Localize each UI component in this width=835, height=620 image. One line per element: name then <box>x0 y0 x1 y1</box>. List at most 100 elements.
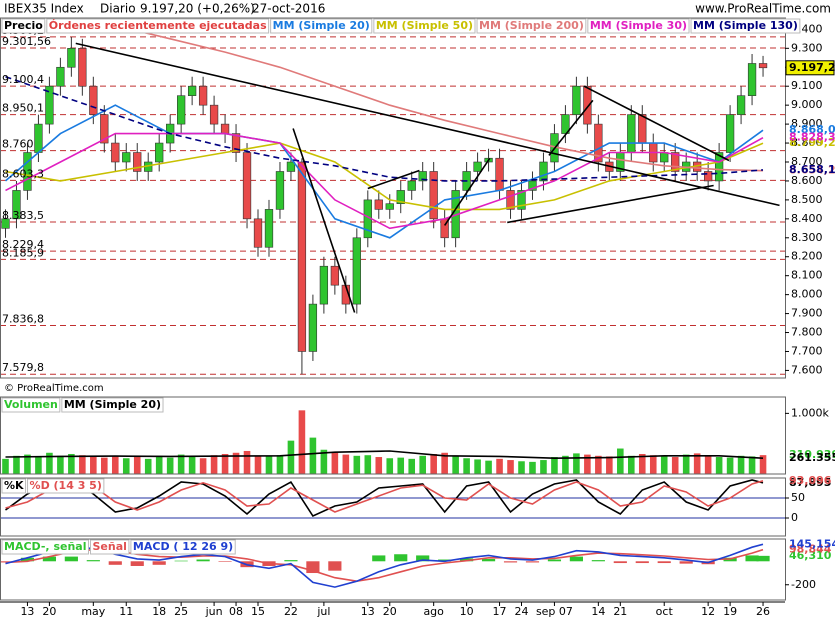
trendline <box>367 169 420 190</box>
bar <box>745 555 759 562</box>
line <box>5 543 764 588</box>
y-tick-label: 8.000 <box>791 288 823 301</box>
x-tick-label: 21 <box>613 605 627 618</box>
bar <box>693 453 701 474</box>
bar <box>657 561 671 564</box>
bar <box>496 458 503 474</box>
candle-body <box>155 142 164 163</box>
bar <box>460 558 474 562</box>
bar <box>309 437 317 474</box>
bar <box>463 458 470 474</box>
bar <box>328 561 342 571</box>
bar <box>408 458 416 474</box>
legend-box <box>61 397 164 413</box>
candle-body <box>198 85 208 106</box>
bar <box>24 454 31 474</box>
y-tick-label: 50 <box>791 491 805 504</box>
site: www.ProRealTime.com <box>695 2 831 16</box>
candle-body <box>429 171 438 220</box>
last-price-label: 9.197,20 <box>789 61 835 74</box>
bar <box>353 455 361 474</box>
level-label: 9.100,4 <box>2 73 44 86</box>
bar <box>617 448 624 474</box>
bar <box>90 456 97 474</box>
x-tick-label: 22 <box>284 605 298 618</box>
panel <box>0 479 785 519</box>
level-label: 7.836,8 <box>2 313 44 326</box>
panel-frame <box>0 17 786 379</box>
bar <box>562 455 569 474</box>
bar <box>397 457 405 474</box>
legend-box <box>690 18 801 34</box>
last-value-label: 46,310 <box>789 549 832 562</box>
legend-entry: MM (Simple 50) <box>376 19 473 32</box>
candle-body <box>308 303 318 352</box>
candle-body <box>133 152 142 172</box>
bar <box>573 453 580 474</box>
legend-box <box>46 18 270 34</box>
y-tick-label: 8.700 <box>791 155 823 168</box>
candle-body <box>736 95 746 115</box>
level-label: 9.301,56 <box>2 35 51 48</box>
level-label: 8.760 <box>2 138 34 151</box>
candle-body <box>330 265 340 286</box>
bar <box>481 558 496 562</box>
bar <box>306 561 320 574</box>
bar <box>342 454 350 474</box>
panel-frame <box>0 477 786 537</box>
line <box>5 450 764 460</box>
bar <box>525 561 540 563</box>
bar <box>298 410 306 474</box>
candle-body <box>473 161 482 172</box>
bar <box>375 457 383 474</box>
candle-body <box>12 190 21 220</box>
x-tick-label: 18 <box>152 605 166 618</box>
x-tick-label: sep 07 <box>536 605 573 618</box>
candle-body <box>407 180 416 191</box>
candle-body <box>539 161 548 182</box>
candle-body <box>100 114 109 144</box>
y-tick-label: 0 <box>791 511 798 524</box>
candle-body <box>187 85 197 96</box>
bar <box>430 453 437 474</box>
candle-body <box>704 171 713 182</box>
candle-body <box>177 95 186 125</box>
last-price-box <box>785 60 835 76</box>
candle-body <box>725 114 735 153</box>
trendline <box>292 128 356 313</box>
symbol: IBEX35 Index <box>4 2 84 16</box>
legend-box <box>476 18 587 34</box>
candle-body <box>572 85 581 115</box>
last-value-label: 145,154 <box>789 537 835 550</box>
last-value-label: 310.939 <box>789 448 835 461</box>
y-tick-label: 9.100 <box>791 79 823 92</box>
bar <box>452 456 459 474</box>
bar <box>419 455 426 474</box>
bar <box>101 457 108 474</box>
bar <box>372 555 386 562</box>
bar <box>284 560 298 562</box>
trendline <box>507 184 714 224</box>
candle-body <box>23 152 32 191</box>
bar <box>726 457 734 474</box>
x-tick-label: 14 <box>591 605 605 618</box>
y-tick-label: 9.000 <box>791 98 823 111</box>
legend-entry: MACD ( 12 26 9) <box>133 540 233 553</box>
bar <box>218 561 232 562</box>
bar <box>166 457 174 474</box>
y-tick-label: 7.900 <box>791 307 823 320</box>
bar <box>551 457 558 474</box>
bar <box>638 453 646 474</box>
candle-body <box>594 123 603 163</box>
last-value-label: 8.828,34 <box>789 131 835 144</box>
legend-entry: Órdenes recientemente ejecutadas <box>49 19 267 32</box>
bar <box>35 457 42 474</box>
trendline <box>548 99 594 156</box>
candle-body <box>209 104 219 125</box>
bar <box>606 456 613 474</box>
bar <box>364 455 372 474</box>
x-tick-label: 15 <box>251 605 265 618</box>
x-tick-label: 19 <box>723 605 737 618</box>
level-label: 8.229,4 <box>2 238 44 251</box>
